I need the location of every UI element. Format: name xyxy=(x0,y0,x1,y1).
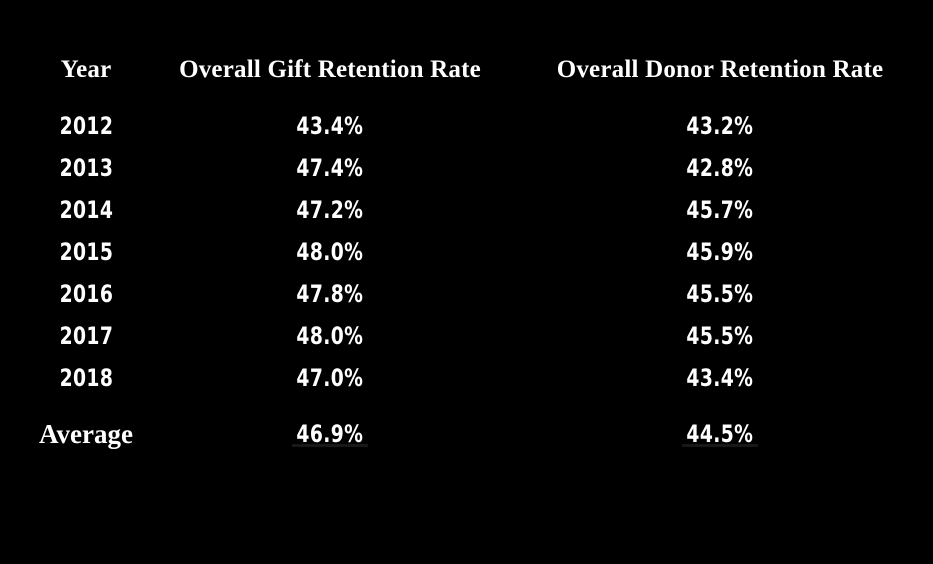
donor-rate-average-value: 44.5% xyxy=(686,420,754,448)
year-cell: 2017 xyxy=(0,315,172,357)
donor-rate-average-cell: 44.5% xyxy=(488,413,933,455)
year-cell: 2016 xyxy=(0,273,172,315)
table-row-2018: 2018 47.0% 43.4% xyxy=(0,357,933,399)
table-row-2017: 2017 48.0% 45.5% xyxy=(0,315,933,357)
retention-rate-table: Year Overall Gift Retention Rate Overall… xyxy=(0,48,933,564)
gift-rate-cell: 47.0% xyxy=(172,357,488,399)
column-header-year: Year xyxy=(60,56,112,83)
year-value: 2015 xyxy=(59,238,113,266)
gift-rate-average-value: 46.9% xyxy=(296,420,364,448)
donor-rate-value: 43.4% xyxy=(686,364,754,392)
gift-rate-value: 47.8% xyxy=(296,280,364,308)
gift-column-sum-line xyxy=(292,444,368,447)
donor-rate-cell: 45.7% xyxy=(488,189,933,231)
donor-rate-value: 45.9% xyxy=(686,238,754,266)
gift-rate-cell: 47.2% xyxy=(172,189,488,231)
donor-column-sum-line xyxy=(682,444,758,447)
donor-rate-value: 45.7% xyxy=(686,196,754,224)
year-value: 2018 xyxy=(59,364,113,392)
gift-rate-value: 47.2% xyxy=(296,196,364,224)
table-row-2014: 2014 47.2% 45.7% xyxy=(0,189,933,231)
column-header-gift-retention: Overall Gift Retention Rate xyxy=(179,56,481,83)
gift-rate-cell: 47.4% xyxy=(172,147,488,189)
year-value: 2014 xyxy=(59,196,113,224)
gift-rate-value: 48.0% xyxy=(296,322,364,350)
year-value: 2017 xyxy=(59,322,113,350)
donor-rate-cell: 42.8% xyxy=(488,147,933,189)
donor-rate-value: 43.2% xyxy=(686,112,754,140)
table-row-2015: 2015 48.0% 45.9% xyxy=(0,231,933,273)
donor-rate-value: 45.5% xyxy=(686,322,754,350)
year-cell: 2014 xyxy=(0,189,172,231)
year-value: 2016 xyxy=(59,280,113,308)
donor-rate-cell: 43.4% xyxy=(488,357,933,399)
table-header-row: Year Overall Gift Retention Rate Overall… xyxy=(0,48,933,92)
donor-rate-cell: 43.2% xyxy=(488,105,933,147)
donor-rate-cell: 45.9% xyxy=(488,231,933,273)
gift-rate-value: 48.0% xyxy=(296,238,364,266)
table-row-2016: 2016 47.8% 45.5% xyxy=(0,273,933,315)
gift-rate-cell: 48.0% xyxy=(172,315,488,357)
year-cell: 2013 xyxy=(0,147,172,189)
year-value: 2012 xyxy=(59,112,113,140)
gift-rate-average-cell: 46.9% xyxy=(172,413,488,455)
gift-rate-value: 47.4% xyxy=(296,154,364,182)
gift-rate-cell: 47.8% xyxy=(172,273,488,315)
table-row-2013: 2013 47.4% 42.8% xyxy=(0,147,933,189)
average-label: Average xyxy=(39,418,133,449)
gift-rate-cell: 48.0% xyxy=(172,231,488,273)
gift-rate-value: 43.4% xyxy=(296,112,364,140)
year-cell: 2018 xyxy=(0,357,172,399)
year-cell: 2012 xyxy=(0,105,172,147)
gift-rate-cell: 43.4% xyxy=(172,105,488,147)
donor-rate-value: 45.5% xyxy=(686,280,754,308)
donor-rate-cell: 45.5% xyxy=(488,315,933,357)
year-value: 2013 xyxy=(59,154,113,182)
table-row-average: Average 46.9% 44.5% xyxy=(0,413,933,455)
gift-rate-value: 47.0% xyxy=(296,364,364,392)
column-header-donor-retention: Overall Donor Retention Rate xyxy=(556,56,884,83)
donor-rate-cell: 45.5% xyxy=(488,273,933,315)
header-spacer xyxy=(0,92,933,105)
donor-rate-value: 42.8% xyxy=(686,154,754,182)
table-row-2012: 2012 43.4% 43.2% xyxy=(0,105,933,147)
year-cell: 2015 xyxy=(0,231,172,273)
